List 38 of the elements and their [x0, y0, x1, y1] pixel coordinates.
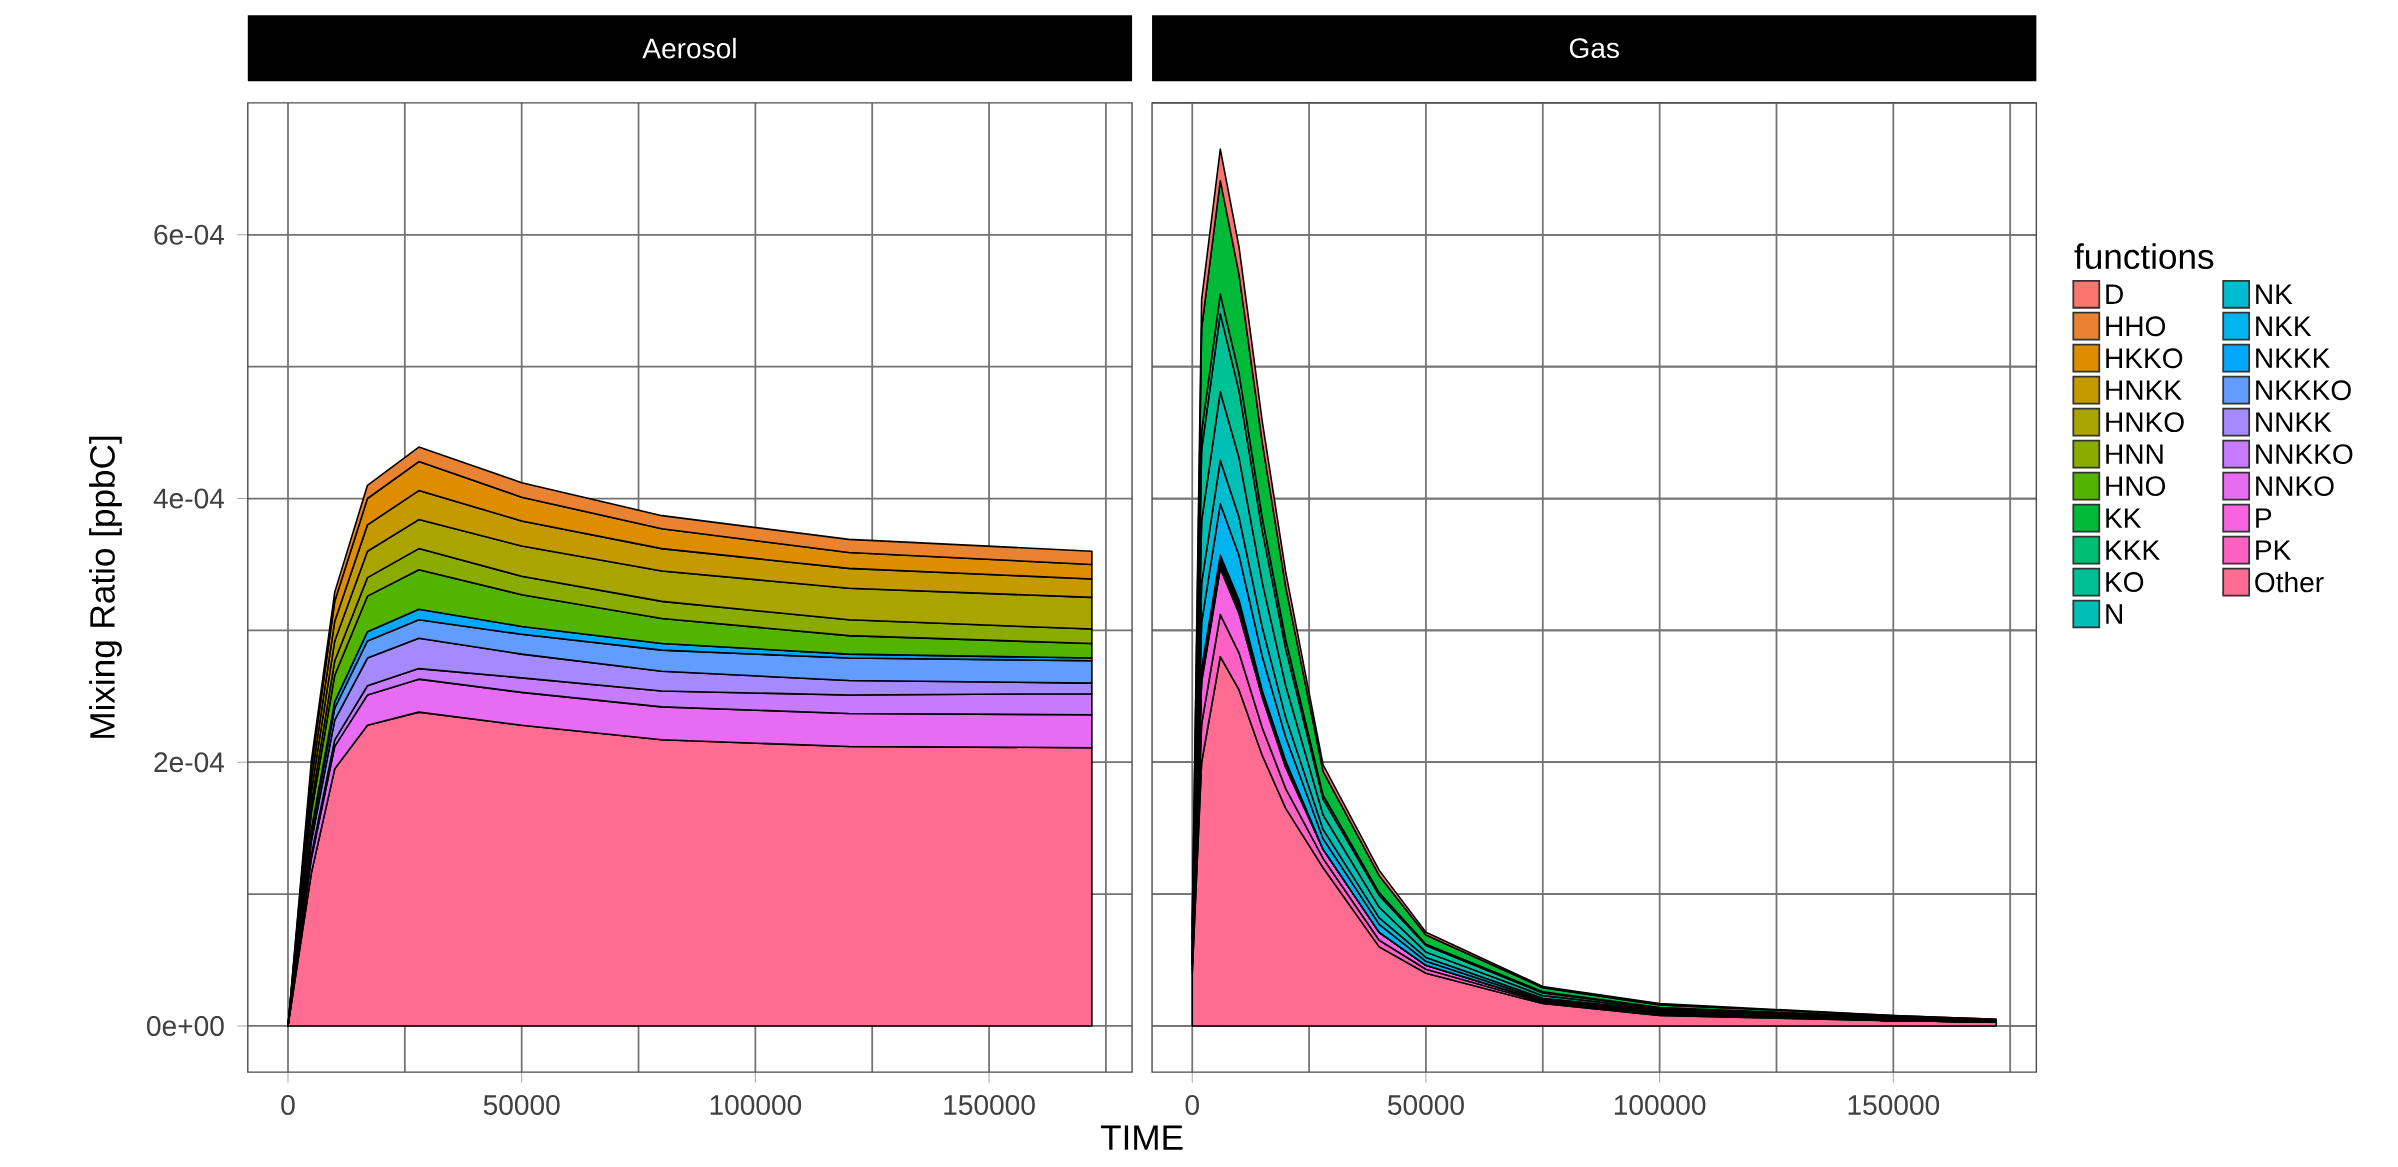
- legend-label: KO: [2106, 572, 2144, 592]
- y-tick-label: 0e+00: [147, 1016, 224, 1036]
- legend-label: KKK: [2106, 540, 2160, 560]
- legend-label: NNKKO: [2256, 444, 2353, 465]
- legend-label: NNKK: [2256, 412, 2332, 432]
- legend-label: HKKO: [2106, 348, 2183, 369]
- x-tick-label: 150000: [1848, 1095, 1940, 1115]
- y-tick-label: 2e-04: [154, 752, 225, 773]
- legend-label: P: [2256, 508, 2272, 528]
- y-tick-label: 4e-04: [153, 488, 225, 509]
- x-tick-label: 100000: [1614, 1095, 1706, 1115]
- legend-label: HNO: [2106, 476, 2166, 497]
- legend-label: D: [2106, 284, 2123, 304]
- legend-label: NK: [2256, 284, 2293, 304]
- legend-label: HNN: [2106, 444, 2163, 464]
- legend-label: PK: [2256, 540, 2291, 560]
- x-tick-label: 50000: [483, 1095, 560, 1115]
- y-tick-label: 6e-04: [154, 224, 225, 245]
- legend-label: NKKKO: [2256, 380, 2351, 401]
- legend-label: KK: [2106, 508, 2142, 528]
- x-tick-label: 50000: [1387, 1095, 1464, 1115]
- x-tick-label: 0: [281, 1095, 295, 1115]
- x-tick-label: 100000: [710, 1095, 802, 1115]
- legend-label: NKKK: [2256, 348, 2331, 368]
- legend-label: N: [2106, 604, 2122, 624]
- legend-label: HNKO: [2106, 412, 2184, 433]
- legend-title: functions: [2074, 243, 2214, 270]
- x-axis-title: TIME: [1100, 1125, 1183, 1150]
- x-tick-label: 0: [1185, 1095, 1199, 1115]
- legend-label: NNKO: [2256, 476, 2334, 497]
- chart-title: Gas: [1569, 38, 1619, 59]
- y-axis-title: Mixing Ratio [ppbC]: [89, 436, 122, 738]
- chart-title: Aerosol: [642, 37, 736, 59]
- legend-label: NKK: [2256, 316, 2312, 336]
- x-tick-label: 150000: [944, 1095, 1035, 1115]
- legend-label: Other: [2255, 571, 2324, 593]
- legend-label: HHO: [2106, 316, 2166, 337]
- legend-label: HNKK: [2106, 380, 2182, 400]
